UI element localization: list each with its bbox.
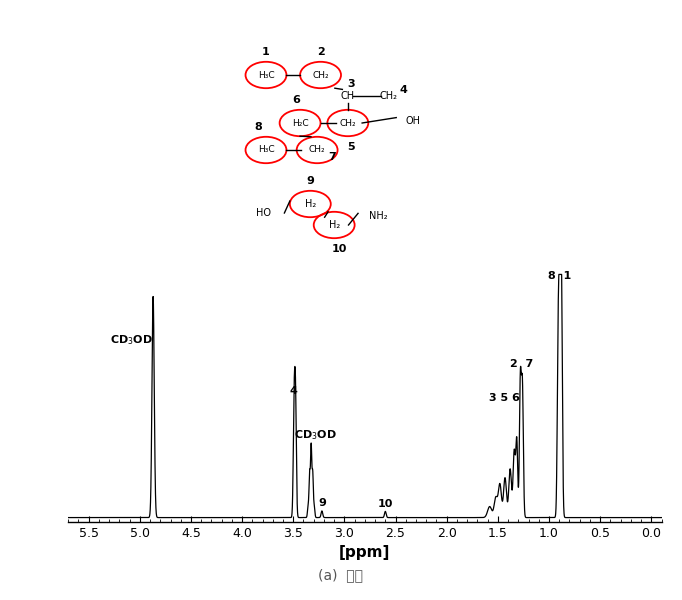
Text: H₂: H₂ — [329, 220, 340, 230]
Text: NH₂: NH₂ — [369, 211, 388, 221]
Text: H₃C: H₃C — [258, 70, 274, 79]
Text: CH: CH — [341, 91, 355, 101]
Text: 9: 9 — [318, 498, 326, 508]
Text: CH₂: CH₂ — [312, 70, 329, 79]
Text: 1: 1 — [262, 47, 270, 57]
Text: 9: 9 — [306, 176, 314, 186]
Text: 10: 10 — [332, 244, 347, 254]
Text: 10: 10 — [378, 499, 393, 509]
Text: 7: 7 — [328, 152, 336, 162]
Text: OH: OH — [405, 116, 420, 125]
Text: CH₂: CH₂ — [309, 145, 325, 154]
Text: 3 5 6: 3 5 6 — [488, 392, 520, 403]
Text: CH₂: CH₂ — [380, 91, 398, 101]
Text: 3: 3 — [347, 79, 355, 89]
Text: 2: 2 — [316, 47, 325, 57]
Text: CD$_3$OD: CD$_3$OD — [294, 428, 337, 442]
Text: 4: 4 — [400, 85, 408, 95]
Text: CH₂: CH₂ — [340, 118, 356, 127]
X-axis label: [ppm]: [ppm] — [339, 545, 391, 560]
Text: 8: 8 — [254, 122, 262, 132]
Text: (a)  상층: (a) 상층 — [318, 568, 364, 582]
Text: 6: 6 — [293, 95, 301, 105]
Text: 8  1: 8 1 — [548, 271, 572, 281]
Text: 4: 4 — [289, 386, 297, 396]
Text: 5: 5 — [347, 142, 355, 152]
Text: H₃C: H₃C — [258, 145, 274, 154]
Text: HO: HO — [256, 208, 271, 218]
Text: CD$_3$OD: CD$_3$OD — [110, 334, 153, 347]
Text: H₂: H₂ — [305, 199, 316, 209]
Text: H₂C: H₂C — [292, 118, 308, 127]
Text: 2  7: 2 7 — [509, 359, 533, 370]
